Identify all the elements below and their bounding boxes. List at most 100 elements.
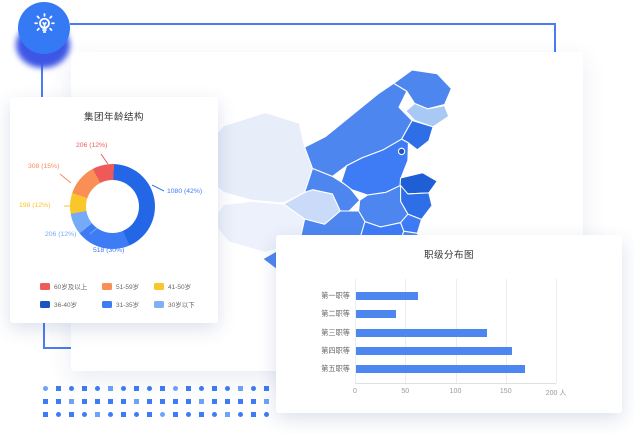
dot	[134, 399, 139, 404]
gridline	[505, 279, 507, 383]
donut-label: 206 (12%)	[76, 142, 108, 149]
x-axis-tick-label: 50	[401, 388, 410, 395]
label-leader	[151, 184, 165, 192]
dot	[134, 386, 139, 391]
dot	[121, 386, 126, 391]
legend-item[interactable]: 30岁以下	[154, 299, 216, 309]
connector-line-horizontal	[70, 23, 556, 25]
donut-label: 198 (12%)	[19, 202, 51, 209]
dot	[95, 412, 100, 417]
category-label: 第二职等	[321, 309, 350, 319]
donut-label: 206 (12%)	[45, 231, 77, 238]
dot	[69, 386, 74, 391]
dot	[147, 399, 152, 404]
dot	[199, 399, 204, 404]
dot	[56, 386, 61, 391]
legend-label: 36-40岁	[54, 302, 78, 309]
dot	[225, 386, 230, 391]
category-label: 第三职等	[321, 327, 350, 337]
dot	[43, 412, 48, 417]
age-structure-card: 集团年龄结构 206 (12%) 308 (15%) 198 (12%) 206 (1…	[10, 97, 218, 323]
dot	[43, 399, 48, 404]
legend-swatch	[102, 300, 112, 308]
dot	[108, 412, 113, 417]
age-card-title: 集团年龄结构	[83, 112, 144, 123]
bar[interactable]	[356, 346, 512, 355]
dot	[186, 412, 191, 417]
category-label: 第四职等	[321, 345, 350, 355]
legend-label: 30岁以下	[168, 302, 195, 309]
donut-label: 308 (15%)	[28, 163, 60, 170]
legend-label: 60岁及以上	[54, 284, 88, 291]
dot	[238, 399, 243, 404]
dot	[264, 386, 269, 391]
category-label: 第五职等	[321, 364, 350, 374]
x-axis-line	[355, 383, 556, 384]
category-label: 第一职等	[321, 291, 350, 300]
dot	[160, 386, 165, 391]
decorative-square	[43, 319, 73, 349]
label-leader	[59, 173, 72, 184]
donut-label: 1080 (42%)	[167, 188, 203, 195]
legend-item[interactable]: 41-50岁	[154, 281, 216, 291]
dot	[238, 412, 243, 417]
map-region-jilin[interactable]	[405, 102, 450, 128]
legend-item[interactable]: 60岁及以上	[40, 281, 102, 291]
dot	[121, 412, 126, 417]
dot	[173, 399, 178, 404]
legend-label: 51-59岁	[116, 284, 140, 291]
dot	[225, 399, 230, 404]
dot	[186, 399, 191, 404]
dot	[95, 386, 100, 391]
dot	[43, 386, 48, 391]
legend-item[interactable]: 31-35岁	[102, 299, 154, 309]
dot	[82, 386, 87, 391]
bar[interactable]	[356, 292, 419, 300]
dot	[212, 399, 217, 404]
age-legend: 60岁及以上 51-59岁 41-50岁 36-40岁 31-35岁 30岁以下	[40, 281, 216, 309]
map-region-north-china[interactable]	[340, 138, 409, 196]
dot	[56, 412, 61, 417]
dot	[212, 386, 217, 391]
dot	[147, 412, 152, 417]
legend-swatch	[40, 300, 50, 308]
dot	[251, 386, 256, 391]
dot	[173, 386, 178, 391]
legend-item[interactable]: 51-59岁	[102, 281, 154, 291]
legend-label: 31-35岁	[116, 302, 140, 309]
dot	[186, 386, 191, 391]
dot	[199, 386, 204, 391]
dot	[69, 399, 74, 404]
map-region-beijing[interactable]	[397, 147, 406, 156]
bar[interactable]	[356, 365, 525, 374]
dot	[251, 399, 256, 404]
legend-item[interactable]: 36-40岁	[40, 299, 102, 309]
dot	[212, 412, 217, 417]
dot	[121, 399, 126, 404]
dot	[173, 412, 178, 417]
legend-swatch	[154, 300, 164, 308]
dot	[264, 399, 269, 404]
rank-card-title: 职级分布图	[423, 250, 474, 261]
bar-chart[interactable]: 0 50 100 150 200 人 第一职等 第二职等 第三职等 第四职等 第五职等	[276, 235, 622, 413]
dot	[251, 412, 256, 417]
bar[interactable]	[356, 310, 397, 319]
bar[interactable]	[356, 328, 487, 337]
donut-label: 518 (30%)	[93, 247, 125, 254]
dot-pattern	[43, 386, 279, 422]
gridline	[355, 279, 356, 383]
lightbulb-icon	[31, 12, 58, 44]
dot	[82, 412, 87, 417]
dot	[147, 386, 152, 391]
legend-label: 41-50岁	[168, 284, 192, 291]
dot	[95, 399, 100, 404]
dot	[56, 399, 61, 404]
x-axis-tick-label: 100	[449, 388, 462, 395]
dot	[238, 386, 243, 391]
dot	[69, 412, 74, 417]
legend-swatch	[102, 282, 112, 290]
connector-line-vertical-right	[554, 23, 556, 53]
dot	[108, 386, 113, 391]
map-region-heilongjiang[interactable]	[393, 69, 452, 110]
dot	[134, 412, 139, 417]
